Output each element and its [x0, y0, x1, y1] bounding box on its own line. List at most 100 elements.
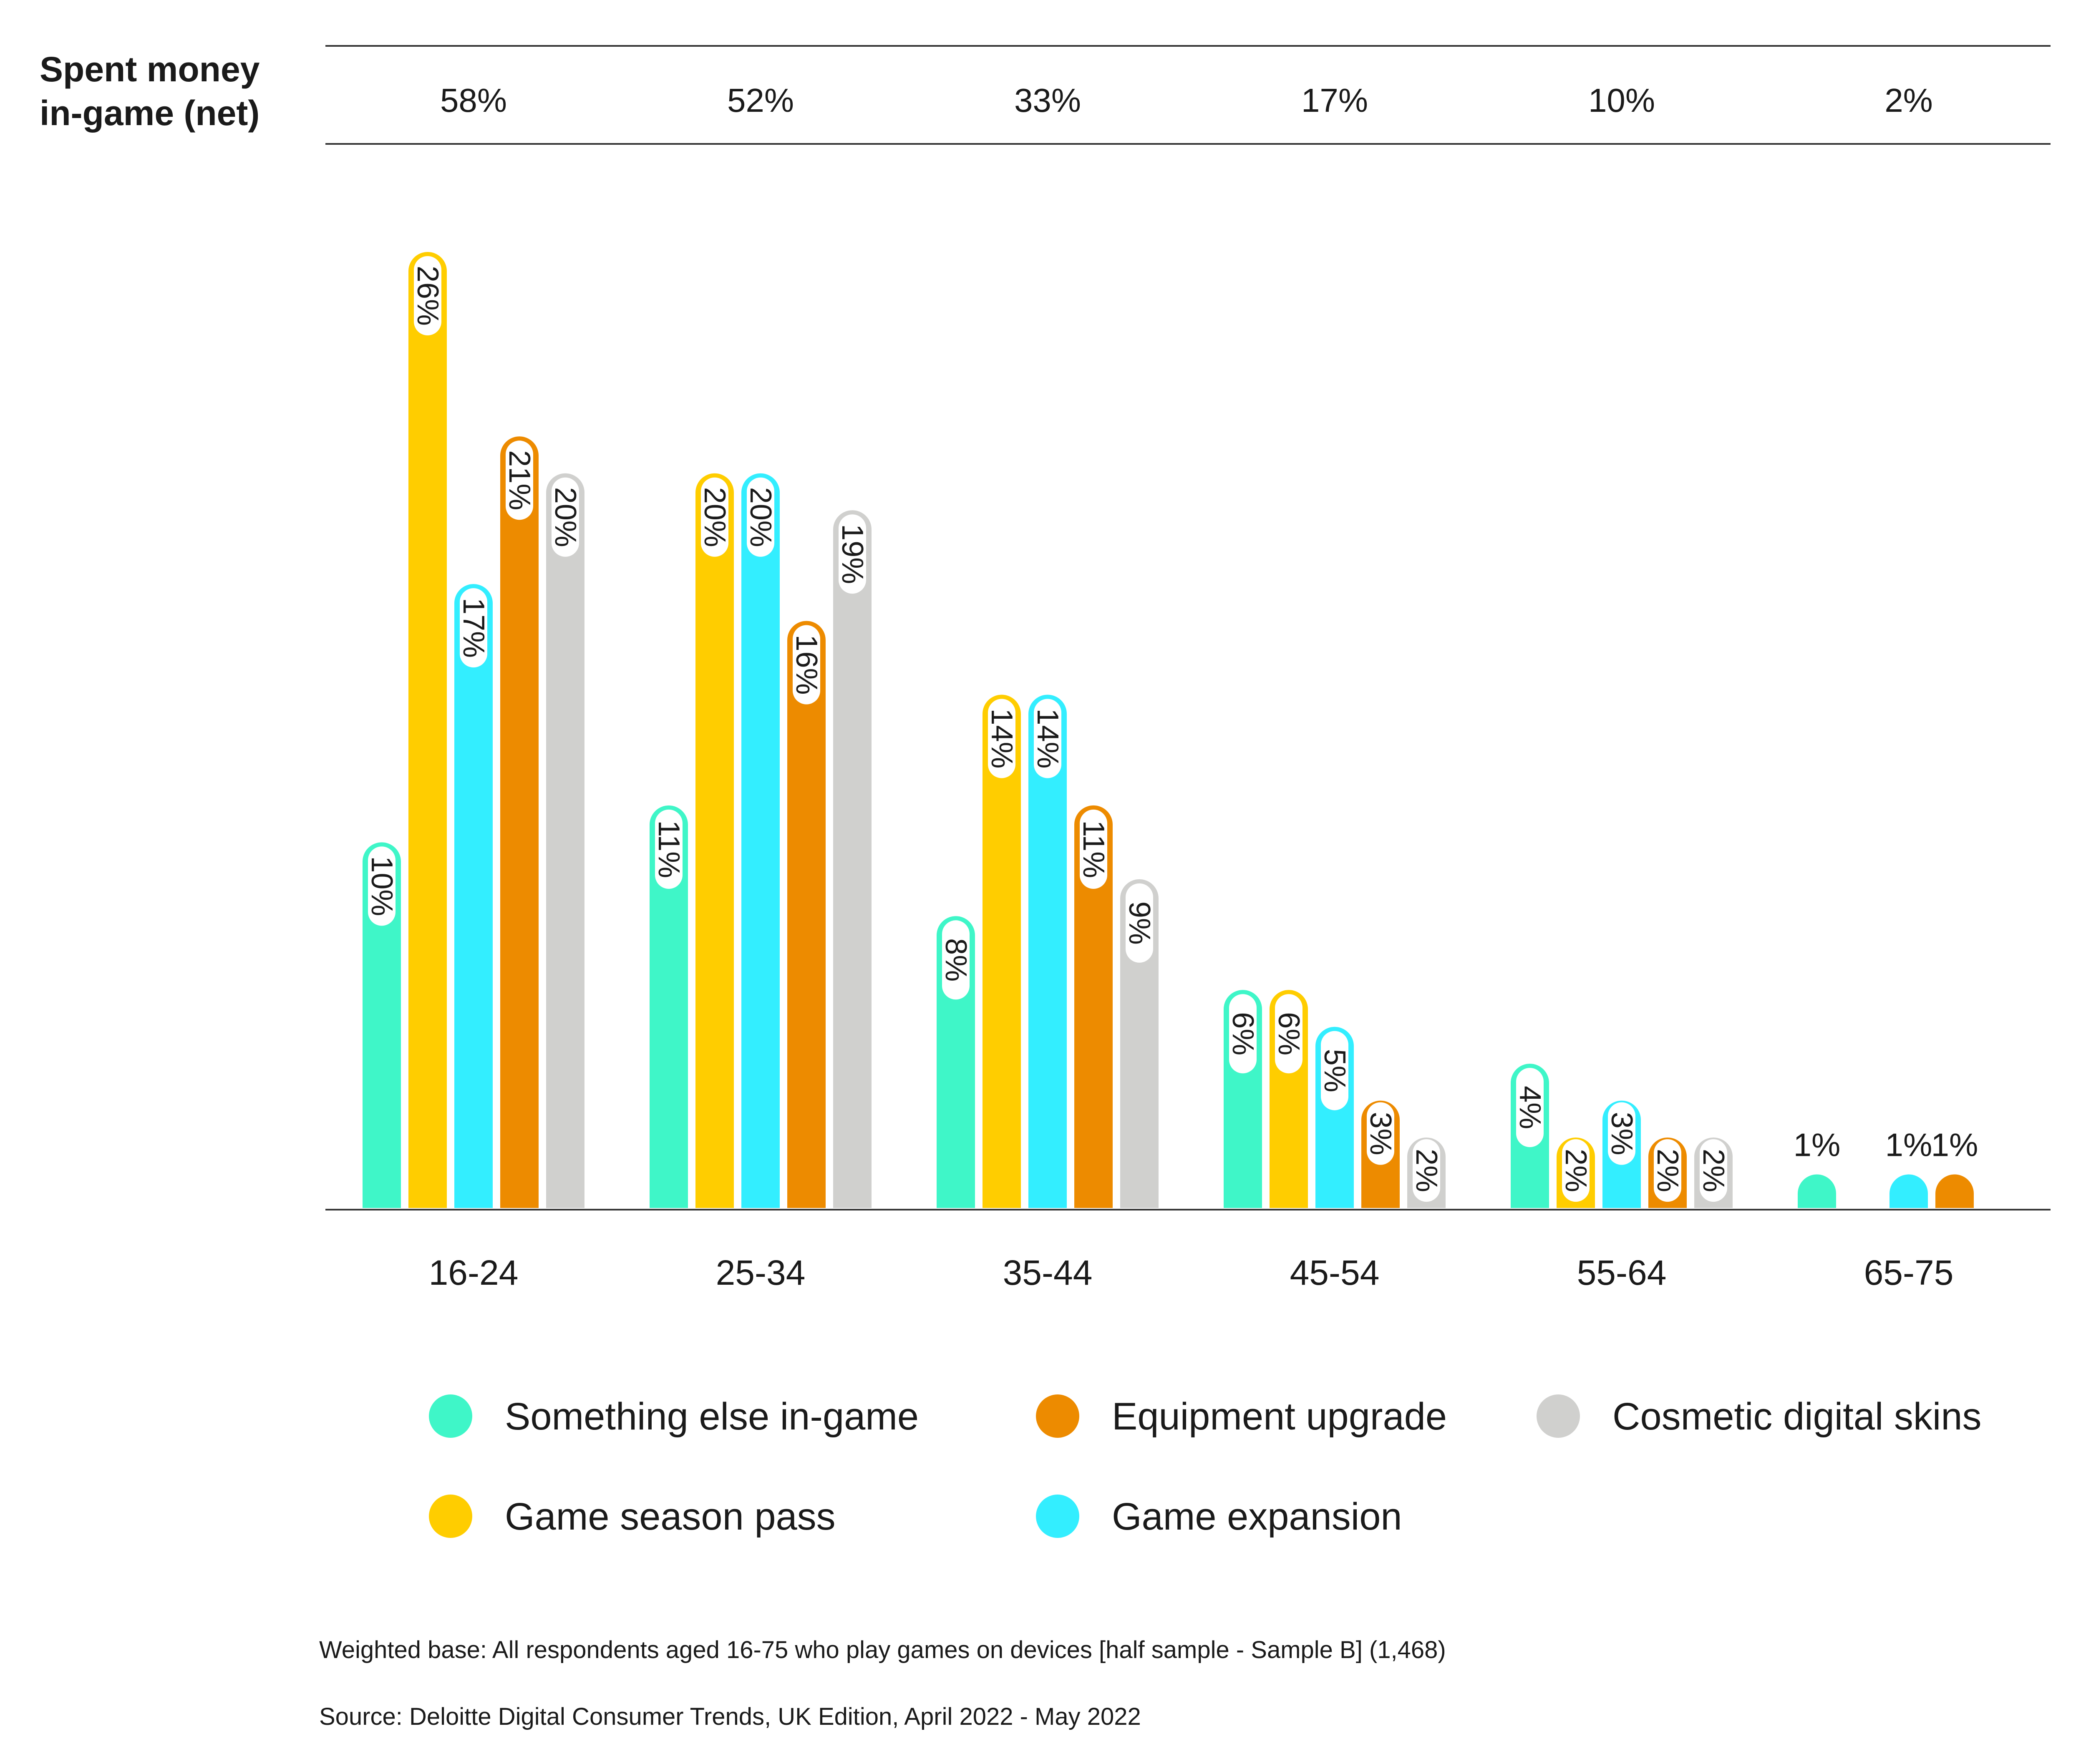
net-values: 58% 52% 33% 17% 10% 2% — [440, 82, 1933, 119]
bar-25-34-something-else-in-game — [646, 802, 691, 1211]
bar-16-24-something-else-in-game-label-pill — [368, 846, 396, 926]
bar-45-54-something-else-in-game-label-pill — [1229, 994, 1257, 1074]
bar-25-34-something-else-in-game-label-pill — [655, 809, 683, 889]
bar-25-34-equipment-upgrade-label-pill — [793, 625, 820, 705]
bar-35-44-cosmetic-digital-skins-label-pill — [1126, 883, 1153, 963]
legend-label-cosmetic-digital-skins: Cosmetic digital skins — [1612, 1395, 1982, 1438]
legend-swatch-equipment-upgrade — [1036, 1394, 1079, 1438]
legend-label-equipment-upgrade: Equipment upgrade — [1112, 1395, 1447, 1438]
bar-16-24-game-expansion-label-pill — [460, 588, 487, 668]
bars: 10% 26% 17% 21% 20% 11% 20% 20% 16% 19% 8% 14% 14% 11… — [359, 249, 1978, 1211]
bar-25-34-cosmetic-digital-skins-label: 19% — [836, 524, 869, 584]
bar-45-54-game-season-pass-label: 6% — [1272, 1012, 1305, 1055]
bar-25-34-game-season-pass — [692, 470, 737, 1211]
bar-25-34-equipment-upgrade — [784, 617, 829, 1211]
bar-35-44-game-season-pass — [979, 691, 1024, 1211]
bar-55-64-cosmetic-digital-skins-label-pill — [1700, 1139, 1727, 1202]
bar-65-75-game-expansion-label: 1% — [1885, 1127, 1932, 1163]
bar-45-54-game-expansion-label-pill — [1321, 1031, 1348, 1110]
bar-35-44-cosmetic-digital-skins — [1117, 876, 1162, 1211]
bar-65-75-something-else-in-game — [1794, 1171, 1839, 1211]
net-value-16-24: 58% — [440, 82, 507, 119]
bar-55-64-cosmetic-digital-skins-label: 2% — [1697, 1149, 1730, 1192]
legend: Something else in-game Equipment upgrade C… — [429, 1394, 1982, 1538]
net-value-65-75: 2% — [1884, 82, 1933, 119]
bar-35-44-game-season-pass-label-pill — [988, 699, 1015, 778]
bar-55-64-game-expansion-label: 3% — [1605, 1112, 1638, 1155]
bar-55-64-game-season-pass-label: 2% — [1559, 1149, 1592, 1192]
bar-55-64-game-expansion-label-pill — [1608, 1102, 1635, 1165]
bar-25-34-game-expansion-label-pill — [747, 477, 774, 557]
bar-25-34-cosmetic-digital-skins-label-pill — [839, 514, 866, 594]
bar-25-34-game-season-pass-label-pill — [701, 477, 728, 557]
bar-55-64-game-season-pass-label-pill — [1562, 1139, 1590, 1202]
bar-16-24-something-else-in-game — [359, 839, 404, 1211]
net-value-35-44: 33% — [1014, 82, 1081, 119]
bar-45-54-equipment-upgrade-label: 3% — [1364, 1112, 1397, 1155]
bar-55-64-equipment-upgrade-label-pill — [1654, 1139, 1681, 1202]
legend-label-game-expansion: Game expansion — [1112, 1495, 1402, 1538]
bar-65-75-something-else-in-game-label: 1% — [1794, 1127, 1841, 1163]
bar-16-24-equipment-upgrade — [497, 433, 542, 1211]
bar-45-54-equipment-upgrade-label-pill — [1367, 1102, 1394, 1165]
bar-16-24-game-expansion-label: 17% — [457, 598, 490, 658]
bar-35-44-equipment-upgrade-label: 11% — [1077, 820, 1110, 878]
bar-25-34-equipment-upgrade-label: 16% — [790, 635, 823, 695]
bar-16-24-game-season-pass — [405, 249, 450, 1211]
bar-55-64-equipment-upgrade-label: 2% — [1651, 1149, 1684, 1192]
x-tick-45-54: 45-54 — [1290, 1253, 1380, 1292]
bar-16-24-game-expansion — [451, 581, 496, 1211]
x-tick-55-64: 55-64 — [1577, 1253, 1667, 1292]
bar-16-24-game-season-pass-label: 26% — [411, 266, 444, 326]
bar-35-44-equipment-upgrade-label-pill — [1080, 809, 1107, 889]
net-row-label-line2: in-game (net) — [40, 93, 259, 133]
bar-55-64-something-else-in-game-label-pill — [1516, 1068, 1544, 1147]
bar-25-34-something-else-in-game-label: 11% — [652, 820, 685, 878]
bar-65-75-equipment-upgrade-label: 1% — [1931, 1127, 1978, 1163]
x-axis-tick-labels: 16-24 25-34 35-44 45-54 55-64 65-75 — [429, 1253, 1954, 1292]
bar-35-44-game-season-pass-label: 14% — [985, 708, 1018, 768]
bar-35-44-game-expansion-label: 14% — [1031, 708, 1064, 768]
bar-16-24-cosmetic-digital-skins — [543, 470, 588, 1211]
base-note: Weighted base: All respondents aged 16-7… — [319, 1636, 1446, 1663]
bar-35-44-game-expansion-label-pill — [1034, 699, 1061, 778]
bar-35-44-equipment-upgrade — [1071, 802, 1116, 1211]
bar-65-75-equipment-upgrade — [1932, 1171, 1977, 1211]
net-value-55-64: 10% — [1588, 82, 1655, 119]
legend-label-something-else-in-game: Something else in-game — [505, 1395, 919, 1438]
bar-35-44-something-else-in-game-label-pill — [942, 920, 970, 1000]
bar-16-24-equipment-upgrade-label-pill — [506, 440, 533, 520]
x-tick-25-34: 25-34 — [716, 1253, 806, 1292]
net-value-25-34: 52% — [727, 82, 794, 119]
bar-45-54-game-season-pass-label-pill — [1275, 994, 1302, 1074]
bar-45-54-something-else-in-game-label: 6% — [1226, 1012, 1260, 1055]
x-tick-65-75: 65-75 — [1864, 1253, 1954, 1292]
net-value-45-54: 17% — [1301, 82, 1368, 119]
bar-65-75-game-expansion — [1886, 1171, 1931, 1211]
legend-swatch-cosmetic-digital-skins — [1537, 1394, 1580, 1438]
bar-16-24-game-season-pass-label-pill — [414, 256, 441, 335]
bar-16-24-equipment-upgrade-label: 21% — [503, 450, 536, 510]
legend-swatch-something-else-in-game — [429, 1394, 472, 1438]
bar-16-24-something-else-in-game-label: 10% — [365, 856, 398, 916]
legend-label-game-season-pass: Game season pass — [505, 1495, 836, 1538]
bar-25-34-game-expansion — [738, 470, 783, 1211]
bar-35-44-cosmetic-digital-skins-label: 9% — [1123, 901, 1156, 945]
bar-45-54-game-expansion-label: 5% — [1318, 1049, 1351, 1092]
source-note: Source: Deloitte Digital Consumer Trends… — [319, 1703, 1141, 1730]
net-row-label-line1: Spent money — [40, 50, 260, 89]
bar-35-44-something-else-in-game-label: 8% — [939, 938, 972, 981]
bar-16-24-cosmetic-digital-skins-label: 20% — [549, 487, 582, 547]
x-tick-35-44: 35-44 — [1003, 1253, 1093, 1292]
x-tick-16-24: 16-24 — [429, 1253, 519, 1292]
bar-25-34-cosmetic-digital-skins — [830, 507, 875, 1211]
legend-swatch-game-season-pass — [429, 1495, 472, 1538]
bar-55-64-something-else-in-game-label: 4% — [1513, 1086, 1547, 1129]
bar-45-54-cosmetic-digital-skins-label: 2% — [1410, 1149, 1443, 1192]
bar-45-54-cosmetic-digital-skins-label-pill — [1413, 1139, 1440, 1202]
bar-16-24-cosmetic-digital-skins-label-pill — [552, 477, 579, 557]
bar-35-44-game-expansion — [1025, 691, 1070, 1211]
bar-25-34-game-season-pass-label: 20% — [698, 487, 731, 547]
bar-25-34-game-expansion-label: 20% — [744, 487, 777, 547]
